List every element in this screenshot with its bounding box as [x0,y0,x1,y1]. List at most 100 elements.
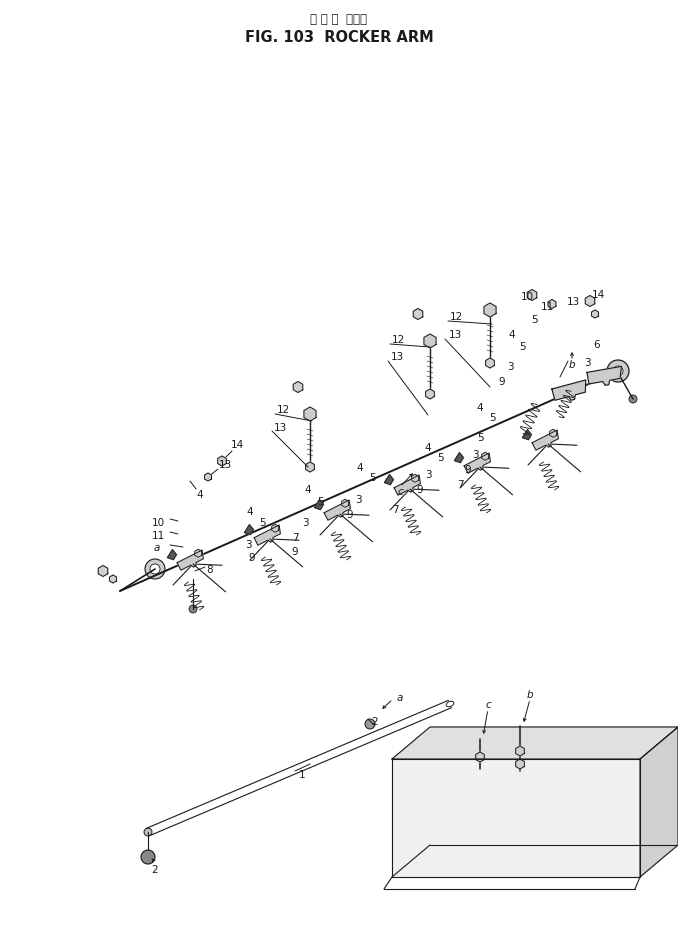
Text: 5: 5 [489,413,496,423]
Text: 4: 4 [477,402,483,413]
Ellipse shape [466,750,484,760]
Text: 3: 3 [302,517,308,528]
Text: 3: 3 [355,495,361,504]
Circle shape [365,719,375,729]
Polygon shape [315,500,323,510]
Polygon shape [98,565,108,577]
Ellipse shape [414,750,433,760]
Polygon shape [516,759,524,769]
Polygon shape [552,380,586,401]
Text: 5: 5 [317,497,323,507]
Text: 4: 4 [508,329,515,340]
Text: 5: 5 [520,342,526,351]
Text: 13: 13 [218,460,232,469]
Text: 7: 7 [457,480,463,490]
Text: 12: 12 [391,334,405,345]
Polygon shape [640,727,678,877]
Text: 9: 9 [417,484,423,495]
Polygon shape [218,457,226,466]
Text: a: a [154,543,160,552]
Polygon shape [548,300,556,310]
Text: 9: 9 [499,377,505,387]
Text: 14: 14 [231,440,243,449]
Text: 10: 10 [151,517,165,528]
Polygon shape [306,463,315,473]
Ellipse shape [144,828,152,836]
Polygon shape [464,453,490,474]
Text: 1: 1 [299,769,305,779]
Text: 4: 4 [247,507,254,516]
Polygon shape [254,526,281,546]
Polygon shape [195,549,201,558]
Ellipse shape [491,824,513,839]
Text: 13: 13 [391,351,403,362]
Circle shape [188,557,195,565]
Polygon shape [394,476,420,496]
Polygon shape [294,382,303,393]
Polygon shape [177,550,203,570]
Polygon shape [205,474,212,481]
Circle shape [475,461,482,467]
Polygon shape [484,304,496,318]
Ellipse shape [570,750,589,760]
Polygon shape [476,752,484,762]
Ellipse shape [417,800,437,814]
Ellipse shape [566,824,588,839]
Text: 4: 4 [304,484,311,495]
Text: 3: 3 [506,362,513,372]
Ellipse shape [570,736,589,746]
Ellipse shape [519,736,536,746]
Circle shape [265,532,272,539]
Text: 13: 13 [448,329,462,340]
Circle shape [543,437,550,445]
Text: 2: 2 [152,864,158,874]
Polygon shape [481,453,489,461]
Polygon shape [485,359,494,368]
Ellipse shape [466,736,484,746]
Ellipse shape [414,736,433,746]
Text: 3: 3 [584,358,591,367]
Polygon shape [550,430,557,438]
Ellipse shape [416,824,438,839]
Text: 10: 10 [521,292,534,302]
Text: 14: 14 [591,290,605,299]
Text: 5: 5 [370,473,376,482]
Text: 2: 2 [372,716,378,726]
Circle shape [613,366,623,377]
Text: 9: 9 [249,552,256,563]
Polygon shape [392,727,678,759]
Polygon shape [272,525,279,532]
Polygon shape [426,390,435,399]
Text: 13: 13 [566,296,580,307]
Text: 4: 4 [424,443,431,452]
Text: 9: 9 [464,464,471,475]
Circle shape [141,851,155,864]
Ellipse shape [492,800,512,814]
Polygon shape [527,290,537,301]
Text: 9: 9 [346,510,353,519]
Polygon shape [413,310,423,320]
Polygon shape [532,430,559,450]
Text: 5: 5 [259,517,265,528]
Text: 5: 5 [532,314,538,325]
Text: 8: 8 [207,565,214,574]
Text: 12: 12 [277,405,290,414]
Text: 4: 4 [197,490,203,499]
Polygon shape [454,453,464,464]
Text: 3: 3 [245,539,252,549]
Ellipse shape [652,801,666,813]
Ellipse shape [652,776,666,787]
Polygon shape [516,746,524,756]
Text: 7: 7 [392,504,398,514]
Text: c: c [397,486,403,497]
Text: 4: 4 [357,463,363,473]
Polygon shape [342,499,348,508]
Polygon shape [585,296,595,307]
Circle shape [405,482,412,489]
Text: FIG. 103  ROCKER ARM: FIG. 103 ROCKER ARM [245,30,433,45]
Circle shape [602,373,609,379]
Text: c: c [485,700,491,709]
Text: 5: 5 [477,432,483,443]
Circle shape [145,560,165,580]
Text: 3: 3 [472,449,478,460]
